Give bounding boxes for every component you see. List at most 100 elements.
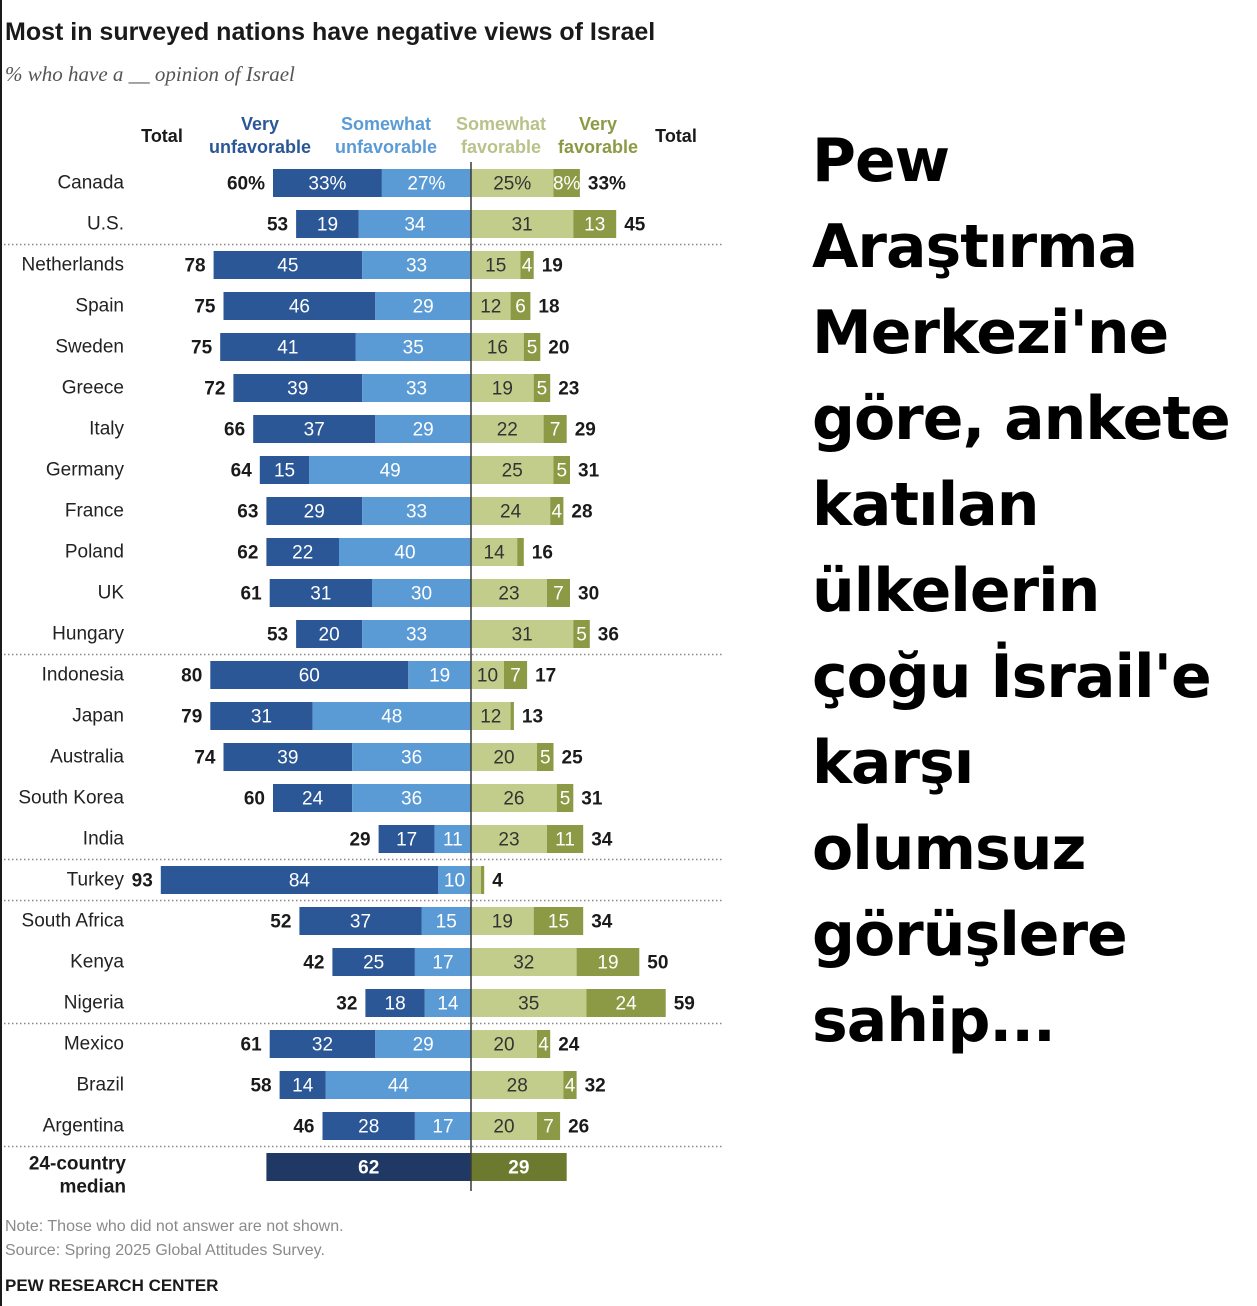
value-very-favorable: 5 <box>537 379 548 400</box>
value-very-unfavorable: 14 <box>292 1076 314 1097</box>
bar-very-unfavorable <box>296 620 363 648</box>
value-very-favorable: 24 <box>616 994 638 1015</box>
value-very-unfavorable: 60 <box>299 666 320 687</box>
value-very-unfavorable: 22 <box>292 543 313 564</box>
total-unfavorable-label: 61 <box>241 584 263 605</box>
value-very-favorable: 11 <box>555 830 575 851</box>
value-somewhat-favorable: 19 <box>492 379 513 400</box>
chart-title: Most in surveyed nations have negative v… <box>5 18 656 46</box>
value-somewhat-unfavorable: 44 <box>388 1076 410 1097</box>
bar-very-unfavorable <box>279 1071 326 1099</box>
country-label: UK <box>98 583 125 604</box>
value-very-favorable: 19 <box>597 953 618 974</box>
value-somewhat-unfavorable: 17 <box>432 953 453 974</box>
total-unfavorable-label: 32 <box>336 994 357 1015</box>
total-unfavorable-label: 75 <box>194 297 216 318</box>
value-somewhat-favorable: 25 <box>502 461 523 482</box>
header-very-favorable: Very <box>579 114 617 134</box>
value-very-unfavorable: 39 <box>277 748 298 769</box>
bar-somewhat-favorable <box>471 251 521 279</box>
bar-somewhat-favorable <box>471 743 537 771</box>
country-label: Netherlands <box>22 255 124 276</box>
value-very-favorable: 5 <box>556 461 567 482</box>
value-somewhat-favorable: 20 <box>493 748 514 769</box>
value-very-favorable: 7 <box>543 1117 554 1138</box>
total-unfavorable-label: 74 <box>194 748 216 769</box>
bar-somewhat-favorable <box>471 415 544 443</box>
header-total-unfavorable: Total <box>141 126 183 146</box>
pew-brand-label: PEW RESEARCH CENTER <box>5 1276 219 1295</box>
bar-somewhat-favorable <box>471 907 534 935</box>
value-very-favorable: 7 <box>553 584 564 605</box>
bar-somewhat-favorable <box>471 784 557 812</box>
value-very-unfavorable: 28 <box>358 1117 379 1138</box>
value-somewhat-favorable: 23 <box>498 830 519 851</box>
total-favorable-label: 18 <box>538 297 559 318</box>
bar-very-favorable <box>533 374 551 402</box>
value-somewhat-unfavorable: 10 <box>444 871 465 892</box>
total-unfavorable-label: 61 <box>241 1035 263 1056</box>
bar-very-unfavorable <box>273 169 382 197</box>
bar-somewhat-favorable <box>471 866 481 894</box>
total-favorable-label: 34 <box>591 912 613 933</box>
value-somewhat-favorable: 31 <box>512 625 533 646</box>
value-somewhat-unfavorable: 33 <box>406 256 427 277</box>
bar-somewhat-unfavorable <box>408 661 471 689</box>
bar-somewhat-unfavorable <box>352 743 471 771</box>
median-label: median <box>59 1177 126 1198</box>
value-very-favorable: 15 <box>548 912 569 933</box>
value-somewhat-favorable: 12 <box>480 297 501 318</box>
value-very-favorable: 4 <box>538 1035 549 1056</box>
value-very-unfavorable: 84 <box>289 871 311 892</box>
total-favorable-label: 26 <box>568 1117 589 1138</box>
bar-very-unfavorable <box>210 661 409 689</box>
value-very-unfavorable: 29 <box>304 502 325 523</box>
total-unfavorable-label: 60% <box>227 174 265 195</box>
country-label: Sweden <box>55 337 124 358</box>
total-favorable-label: 31 <box>578 461 600 482</box>
bar-very-favorable <box>510 292 531 320</box>
country-label: Japan <box>72 706 124 727</box>
total-unfavorable-label: 52 <box>270 912 291 933</box>
country-label: India <box>83 829 125 850</box>
bar-somewhat-favorable <box>471 989 587 1017</box>
total-unfavorable-label: 80 <box>181 666 202 687</box>
turkish-caption: Pew Araştırma Merkezi'ne göre, ankete ka… <box>812 126 1231 1056</box>
value-somewhat-unfavorable: 34 <box>404 215 426 236</box>
value-very-unfavorable: 37 <box>304 420 325 441</box>
total-favorable-label: 33% <box>588 174 626 195</box>
bar-very-unfavorable <box>332 948 415 976</box>
bar-very-unfavorable <box>378 825 435 853</box>
total-favorable-label: 17 <box>535 666 556 687</box>
value-somewhat-favorable: 15 <box>485 256 506 277</box>
country-label: Poland <box>65 542 124 563</box>
value-very-unfavorable: 31 <box>310 584 331 605</box>
country-label: Spain <box>75 296 124 317</box>
total-favorable-label: 20 <box>548 338 569 359</box>
total-unfavorable-label: 66 <box>224 420 245 441</box>
value-somewhat-unfavorable: 35 <box>403 338 424 359</box>
total-favorable-label: 16 <box>532 543 553 564</box>
bar-very-favorable <box>517 538 524 566</box>
value-somewhat-favorable: 35 <box>518 994 539 1015</box>
country-label: Argentina <box>43 1116 125 1137</box>
total-unfavorable-label: 78 <box>184 256 205 277</box>
bar-somewhat-unfavorable <box>438 866 471 894</box>
value-very-unfavorable: 37 <box>350 912 371 933</box>
value-somewhat-unfavorable: 14 <box>437 994 459 1015</box>
value-very-favorable: 4 <box>552 502 563 523</box>
bar-somewhat-unfavorable <box>362 251 471 279</box>
value-somewhat-unfavorable: 40 <box>394 543 415 564</box>
bar-very-unfavorable <box>259 456 310 484</box>
bar-very-unfavorable <box>266 538 339 566</box>
total-favorable-label: 19 <box>542 256 563 277</box>
value-very-favorable: 5 <box>560 789 571 810</box>
bar-very-favorable <box>523 333 541 361</box>
country-label: South Africa <box>22 911 125 932</box>
country-label: Australia <box>50 747 124 768</box>
bar-somewhat-unfavorable <box>421 907 471 935</box>
header-very-unfavorable: unfavorable <box>209 137 311 157</box>
value-somewhat-favorable: 28 <box>507 1076 528 1097</box>
country-label: Greece <box>62 378 124 399</box>
bar-very-unfavorable <box>253 415 376 443</box>
